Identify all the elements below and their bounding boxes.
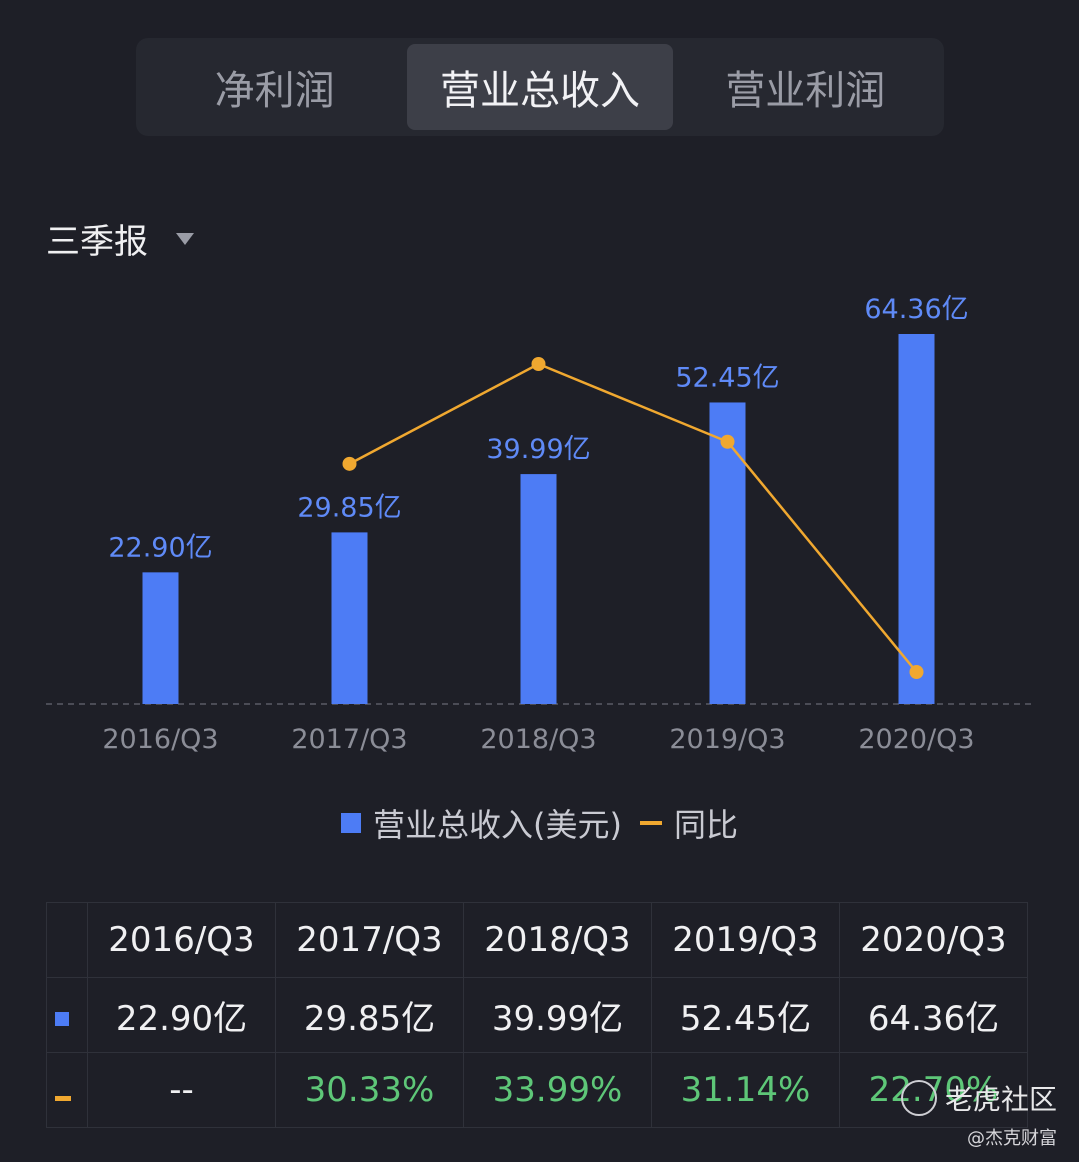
table-cell: -- (87, 1052, 276, 1128)
table-cell: 52.45亿 (651, 977, 840, 1053)
caret-down-icon (176, 232, 194, 245)
table-header: 2019/Q3 (651, 902, 840, 978)
legend-yoy-label: 同比 (673, 806, 738, 844)
table-cell: 31.14% (651, 1052, 840, 1128)
yoy-point (720, 434, 735, 449)
table-cell: 39.99亿 (463, 977, 652, 1053)
table-header: 2018/Q3 (463, 902, 652, 978)
data-table: 2016/Q3 2017/Q3 2018/Q3 2019/Q3 2020/Q3 … (46, 902, 1028, 1128)
bar (898, 334, 935, 704)
revenue-chart: 22.90亿 2016/Q3 29.85亿 2017/Q3 39.99亿 2018/Q3 5… (46, 294, 1034, 755)
x-tick-label: 2016/Q3 (102, 724, 218, 755)
yoy-marker-cell (46, 1052, 88, 1128)
bar-value-label: 39.99亿 (486, 434, 590, 465)
table-cell: 29.85亿 (275, 977, 464, 1053)
legend-revenue-label: 营业总收入(美元) (373, 806, 622, 844)
bar-value-label: 52.45亿 (675, 362, 779, 393)
table-header-row: 2016/Q3 2017/Q3 2018/Q3 2019/Q3 2020/Q3 (46, 902, 1028, 978)
bar (709, 402, 746, 704)
x-tick-label: 2018/Q3 (480, 724, 596, 755)
tiger-logo-icon (900, 1080, 937, 1116)
bar-value-label: 64.36亿 (864, 294, 968, 325)
legend-revenue-swatch (341, 813, 361, 833)
period-label: 三季报 (46, 222, 148, 262)
revenue-marker-icon (55, 1012, 69, 1026)
tab-operating-profit[interactable]: 营业利润 (725, 68, 886, 114)
table-header: 2017/Q3 (275, 902, 464, 978)
table-header: 2016/Q3 (87, 902, 276, 978)
metric-tabs: 净利润 营业总收入 营业利润 (136, 38, 944, 136)
table-row-revenue: 22.90亿 29.85亿 39.99亿 52.45亿 64.36亿 (46, 977, 1028, 1053)
table-row-yoy: -- 30.33% 33.99% 31.14% 22.70% (46, 1052, 1028, 1128)
yoy-point (909, 665, 924, 679)
x-tick-label: 2017/Q3 (291, 724, 407, 755)
table-header: 2020/Q3 (839, 902, 1028, 978)
x-tick-label: 2019/Q3 (669, 724, 785, 755)
tab-total-revenue[interactable]: 营业总收入 (407, 44, 673, 130)
period-selector[interactable]: 三季报 (46, 214, 194, 263)
legend-yoy-swatch (639, 821, 662, 825)
chart-legend: 营业总收入(美元) 同比 (0, 800, 1079, 846)
table-cell: 64.36亿 (839, 977, 1028, 1053)
table-cell: 33.99% (463, 1052, 652, 1128)
bar (520, 474, 557, 704)
yoy-marker-icon (55, 1096, 71, 1101)
watermark-handle: @杰克财富 (967, 1128, 1057, 1149)
tab-net-profit[interactable]: 净利润 (214, 68, 335, 114)
yoy-point (531, 357, 546, 371)
table-cell: 30.33% (275, 1052, 464, 1128)
watermark-brand-label: 老虎社区 (944, 1083, 1057, 1116)
yoy-point (342, 456, 357, 471)
table-cell: 22.90亿 (87, 977, 276, 1053)
revenue-marker-cell (46, 977, 88, 1053)
bar (331, 532, 368, 704)
yoy-line (348, 362, 918, 673)
bar-value-label: 29.85亿 (297, 492, 401, 523)
x-tick-label: 2020/Q3 (858, 724, 974, 755)
bar-value-label: 22.90亿 (108, 532, 212, 563)
table-corner (46, 902, 88, 978)
watermark-brand: 老虎社区 (900, 1078, 1057, 1118)
bar (142, 572, 179, 704)
